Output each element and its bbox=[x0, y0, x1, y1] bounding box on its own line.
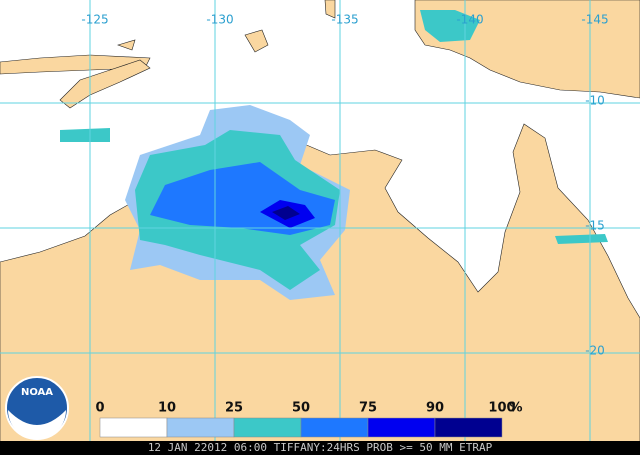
legend-swatch bbox=[166, 417, 235, 438]
lon-label: -130 bbox=[206, 13, 233, 27]
band-25 bbox=[60, 128, 110, 142]
legend-tick: 0 bbox=[95, 401, 104, 416]
legend-tick: 25 bbox=[225, 401, 243, 416]
lat-label: -20 bbox=[585, 344, 605, 358]
lat-label: -10 bbox=[585, 94, 605, 108]
lat-label: -15 bbox=[585, 219, 605, 233]
lon-label: -140 bbox=[456, 13, 483, 27]
legend: 0 10 25 50 75 90 100% bbox=[95, 401, 523, 438]
legend-tick: 10 bbox=[158, 401, 176, 416]
legend-tick: 50 bbox=[292, 401, 310, 416]
band-25 bbox=[555, 234, 608, 244]
legend-swatch bbox=[233, 417, 302, 438]
lon-label: -125 bbox=[81, 13, 108, 27]
lon-label: -145 bbox=[581, 13, 608, 27]
legend-swatch bbox=[99, 417, 168, 438]
probability-field bbox=[60, 10, 608, 300]
logo-wave bbox=[8, 410, 66, 439]
logo-text: NOAA bbox=[21, 387, 53, 398]
legend-tick: 100 bbox=[488, 401, 515, 416]
legend-unit: % bbox=[509, 401, 522, 416]
island bbox=[244, 29, 269, 53]
noaa-logo: NOAA bbox=[5, 376, 69, 440]
caption: 12 JAN 22012 06:00 TIFFANY:24HRS PROB >=… bbox=[148, 441, 493, 454]
island bbox=[324, 0, 336, 19]
legend-tick: 75 bbox=[359, 401, 377, 416]
graticule: -125 -130 -135 -140 -145 -10 -15 -20 bbox=[0, 0, 640, 441]
legend-swatch bbox=[367, 417, 436, 438]
legend-swatch bbox=[434, 417, 503, 438]
legend-swatch bbox=[300, 417, 369, 438]
lon-label: -135 bbox=[331, 13, 358, 27]
legend-tick: 90 bbox=[426, 401, 444, 416]
island bbox=[117, 39, 136, 51]
band-90 bbox=[272, 206, 300, 220]
caption-bar bbox=[0, 441, 640, 455]
